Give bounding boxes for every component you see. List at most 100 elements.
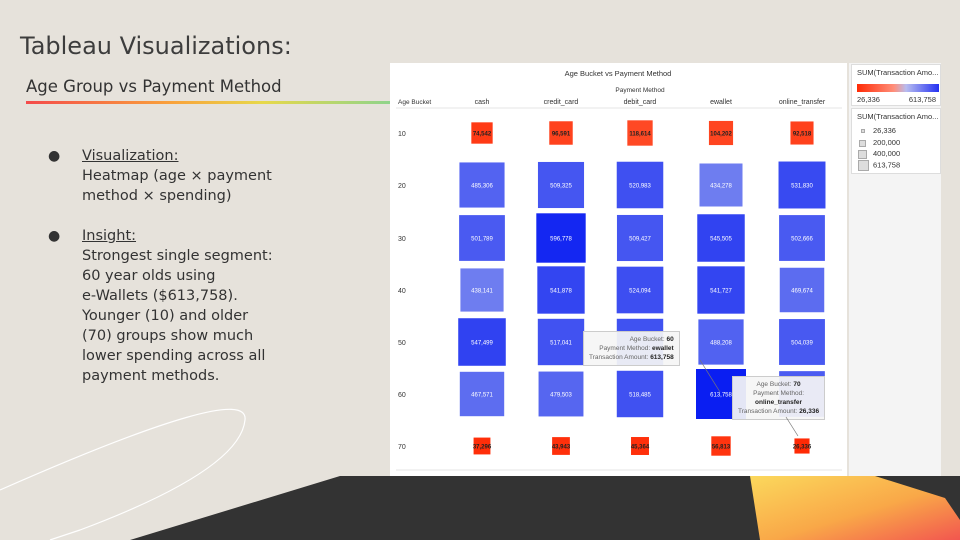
size-swatch bbox=[861, 129, 865, 134]
tooltip-label: Transaction Amount: bbox=[589, 354, 649, 361]
tooltip-value: 613,758 bbox=[650, 354, 674, 361]
size-legend-label: 400,000 bbox=[873, 149, 901, 158]
size-swatch bbox=[859, 139, 866, 147]
cell-mark-10-online_transfer[interactable] bbox=[790, 121, 814, 145]
cell-mark-70-online_transfer[interactable] bbox=[794, 438, 810, 454]
row-header: Age Bucket bbox=[398, 99, 431, 106]
cell-mark-20-cash[interactable] bbox=[459, 162, 505, 208]
cell-label: 92,518 bbox=[793, 132, 812, 138]
cell-mark-40-debit_card[interactable] bbox=[616, 266, 664, 314]
size-legend-item: 200,000 bbox=[858, 138, 900, 147]
cell-mark-40-credit_card[interactable] bbox=[537, 266, 585, 314]
tooltip-value: 70 bbox=[793, 381, 801, 388]
cell-label: 531,830 bbox=[791, 184, 813, 190]
bullet-dot: ● bbox=[48, 148, 61, 164]
column-label: ewallet bbox=[710, 99, 732, 106]
cell-label: 485,306 bbox=[471, 184, 493, 190]
cell-label: 479,503 bbox=[550, 393, 572, 399]
tooltip-value: ewallet bbox=[652, 345, 674, 352]
cell-mark-20-online_transfer[interactable] bbox=[778, 161, 826, 209]
bullet-heading: Insight: bbox=[82, 228, 137, 244]
bullet-list: ● Visualization: Heatmap (age × payment … bbox=[48, 146, 298, 406]
bullet-dot: ● bbox=[48, 228, 61, 244]
cell-mark-40-online_transfer[interactable] bbox=[779, 267, 825, 313]
row-label: 20 bbox=[398, 183, 406, 190]
cell-mark-10-ewallet[interactable] bbox=[708, 120, 734, 146]
bullet-heading: Visualization: bbox=[82, 148, 179, 164]
cell-label: 26,336 bbox=[793, 445, 812, 451]
column-label: debit_card bbox=[624, 99, 657, 106]
cell-mark-10-debit_card[interactable] bbox=[627, 120, 653, 146]
column-label: online_transfer bbox=[779, 99, 826, 106]
cell-mark-30-ewallet[interactable] bbox=[697, 214, 745, 262]
cell-mark-20-debit_card[interactable] bbox=[616, 161, 664, 209]
decorative-curve bbox=[0, 408, 246, 540]
row-label: 60 bbox=[398, 392, 406, 399]
size-swatch bbox=[858, 149, 867, 159]
cell-label: 501,789 bbox=[471, 237, 493, 243]
column-header: Payment Method bbox=[615, 87, 665, 94]
cell-mark-30-online_transfer[interactable] bbox=[779, 215, 825, 261]
cell-mark-10-cash[interactable] bbox=[471, 122, 493, 144]
cell-mark-30-debit_card[interactable] bbox=[616, 214, 664, 262]
size-legend[interactable]: SUM(Transaction Amo... 26,336 200,000 40… bbox=[851, 108, 941, 174]
cell-label: 596,778 bbox=[550, 237, 572, 243]
color-legend-max: 613,758 bbox=[908, 95, 936, 104]
cell-label: 96,591 bbox=[552, 132, 571, 138]
cell-mark-70-credit_card[interactable] bbox=[552, 437, 570, 455]
tooltip-label: Age Bucket: bbox=[756, 381, 792, 388]
tooltip-label: Payment Method: bbox=[599, 345, 651, 352]
cell-mark-40-cash[interactable] bbox=[460, 268, 504, 312]
size-legend-item: 613,758 bbox=[858, 160, 900, 171]
cell-mark-60-debit_card[interactable] bbox=[616, 370, 664, 418]
color-legend[interactable]: SUM(Transaction Amo... 26,336 613,758 bbox=[851, 64, 941, 106]
cell-label: 547,499 bbox=[471, 341, 493, 347]
cell-label: 518,485 bbox=[629, 393, 651, 399]
row-label: 50 bbox=[398, 340, 406, 347]
cell-mark-50-online_transfer[interactable] bbox=[779, 319, 825, 365]
size-legend-label: 613,758 bbox=[873, 160, 901, 170]
warm-gradient-shape bbox=[750, 476, 960, 540]
cell-mark-20-credit_card[interactable] bbox=[537, 161, 585, 209]
cell-mark-30-credit_card[interactable] bbox=[536, 213, 586, 263]
cell-mark-50-ewallet[interactable] bbox=[698, 319, 744, 365]
slide-subtitle: Age Group vs Payment Method bbox=[26, 77, 282, 96]
cell-label: 509,427 bbox=[629, 237, 651, 243]
color-ramp bbox=[857, 84, 939, 92]
tooltip-value: 26,336 bbox=[799, 408, 820, 415]
cell-mark-70-ewallet[interactable] bbox=[711, 436, 731, 456]
cell-label: 524,094 bbox=[629, 289, 651, 295]
cell-mark-10-credit_card[interactable] bbox=[549, 121, 573, 145]
cell-label: 504,039 bbox=[791, 341, 813, 347]
cell-mark-20-ewallet[interactable] bbox=[699, 163, 743, 207]
cell-label: 438,141 bbox=[471, 289, 493, 295]
size-legend-item: 400,000 bbox=[858, 149, 900, 159]
cell-mark-30-cash[interactable] bbox=[459, 215, 505, 261]
cell-mark-60-cash[interactable] bbox=[459, 371, 505, 417]
size-legend-item: 26,336 bbox=[858, 126, 896, 135]
cell-label: 509,325 bbox=[550, 184, 572, 190]
bullet-body: Strongest single segment: 60 year olds u… bbox=[82, 248, 273, 384]
cell-label: 541,878 bbox=[550, 289, 572, 295]
tooltip-label: Transaction Amount: bbox=[738, 408, 798, 415]
bullet-insight: ● Insight: Strongest single segment: 60 … bbox=[48, 226, 298, 386]
bullet-visualization: ● Visualization: Heatmap (age × payment … bbox=[48, 146, 298, 206]
cell-mark-70-cash[interactable] bbox=[473, 437, 491, 455]
cell-label: 613,758 bbox=[710, 393, 732, 399]
chart-title: Age Bucket vs Payment Method bbox=[565, 69, 672, 78]
cell-label: 37,296 bbox=[473, 445, 492, 451]
cell-mark-70-debit_card[interactable] bbox=[631, 437, 649, 455]
column-label: cash bbox=[475, 99, 490, 106]
cell-mark-40-ewallet[interactable] bbox=[697, 266, 745, 314]
cell-label: 520,983 bbox=[629, 184, 651, 190]
cell-mark-50-credit_card[interactable] bbox=[537, 318, 585, 366]
color-legend-title: SUM(Transaction Amo... bbox=[857, 68, 939, 77]
size-legend-title: SUM(Transaction Amo... bbox=[857, 112, 939, 121]
cell-mark-50-cash[interactable] bbox=[458, 318, 506, 366]
tooltip-label: Payment Method: bbox=[753, 390, 805, 397]
bullet-body: Heatmap (age × payment method × spending… bbox=[82, 168, 272, 204]
cell-label: 43,943 bbox=[552, 445, 571, 451]
row-label: 40 bbox=[398, 288, 406, 295]
cell-mark-60-credit_card[interactable] bbox=[538, 371, 584, 417]
